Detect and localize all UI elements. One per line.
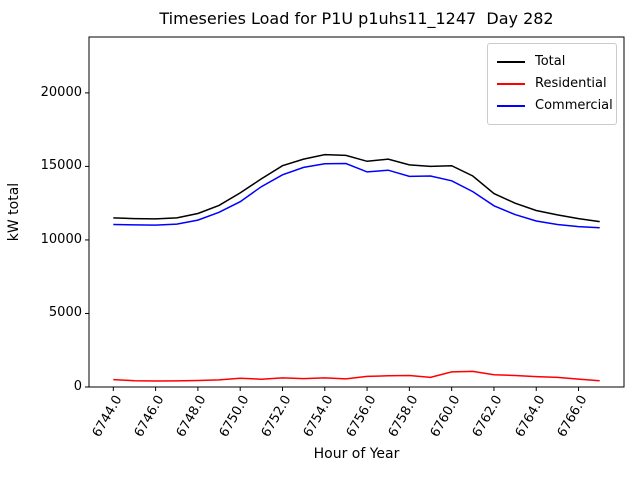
legend-label-commercial: Commercial <box>535 98 613 113</box>
legend-label-total: Total <box>535 54 566 69</box>
chart-title: Timeseries Load for P1U p1uhs11_1247 Day… <box>159 9 554 28</box>
commercial-line-swatch <box>497 105 525 107</box>
y-tick-label: 10000 <box>40 231 82 247</box>
legend-entry-commercial: Commercial <box>497 95 613 117</box>
y-tick-label: 15000 <box>40 158 82 174</box>
y-axis-label: kW total <box>6 182 22 242</box>
y-tick-label: 20000 <box>40 84 82 100</box>
residential-line <box>113 370 600 382</box>
series-lines <box>113 153 600 382</box>
total-line-swatch <box>497 61 525 63</box>
y-tick-label: 0 <box>73 379 82 394</box>
total-line <box>113 153 600 223</box>
x-axis-label: Hour of Year <box>313 446 400 462</box>
legend: Total Residential Commercial <box>487 43 617 125</box>
axes-frame <box>88 36 625 388</box>
legend-entry-total: Total <box>497 51 607 73</box>
legend-entry-residential: Residential <box>497 73 607 95</box>
commercial-line <box>113 162 600 229</box>
tick-marks <box>85 92 580 391</box>
y-tick-label: 5000 <box>48 305 82 321</box>
residential-line-swatch <box>497 83 525 85</box>
legend-label-residential: Residential <box>535 76 607 91</box>
